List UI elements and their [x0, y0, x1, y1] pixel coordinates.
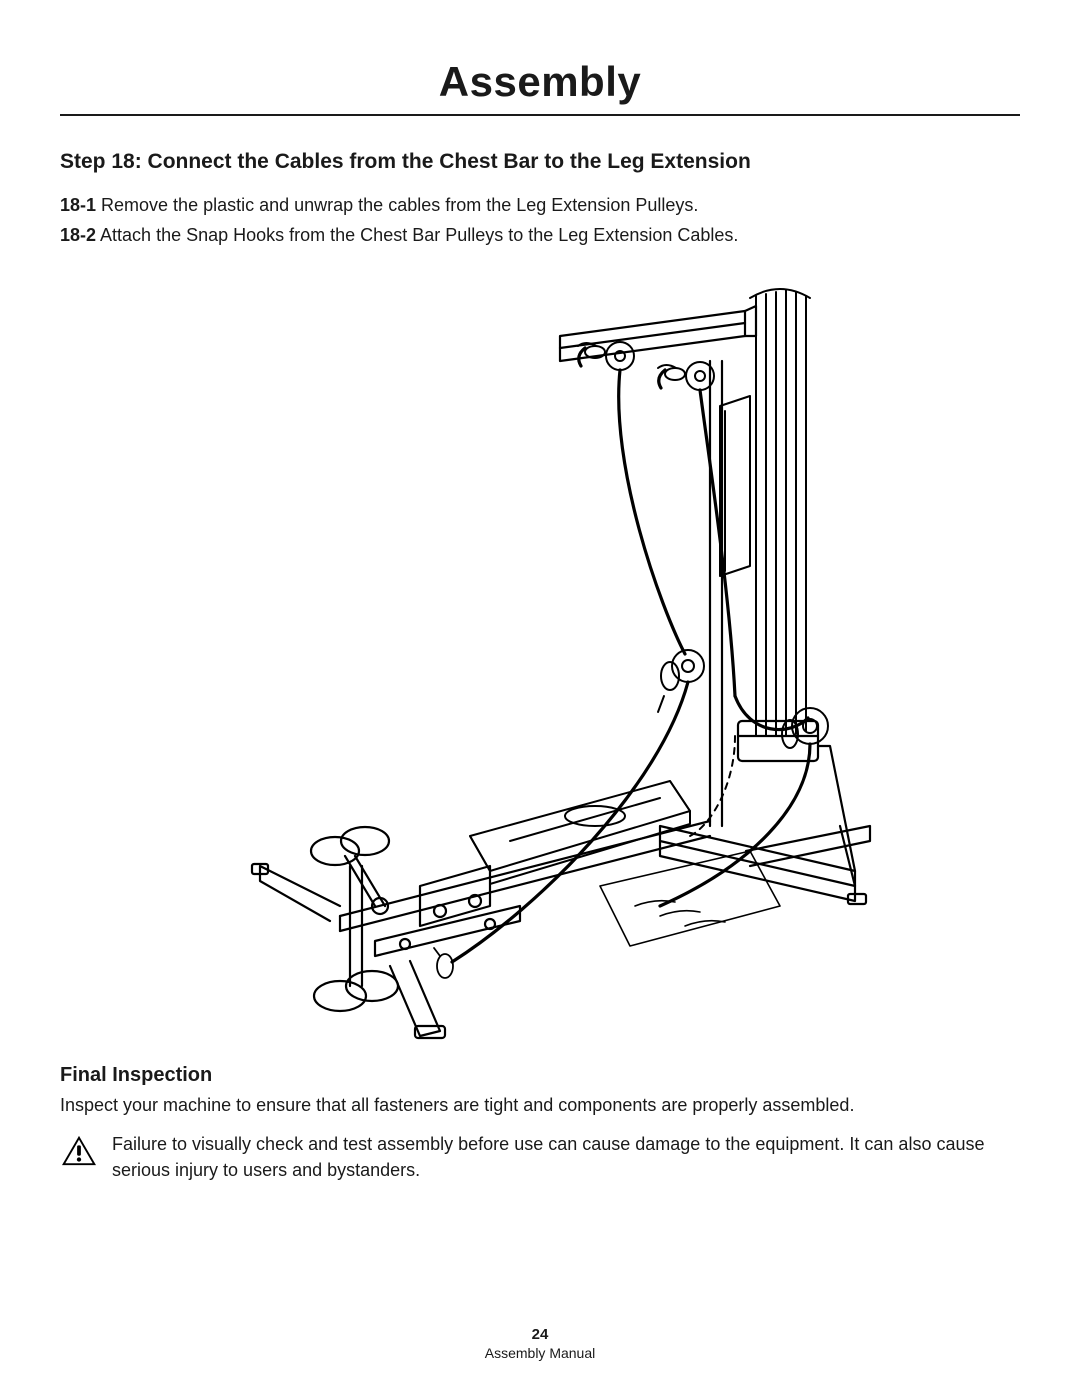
footer-label: Assembly Manual [0, 1345, 1080, 1361]
page-footer: 24 Assembly Manual [0, 1326, 1080, 1361]
title-rule [60, 114, 1020, 116]
final-inspection-heading: Final Inspection [60, 1064, 1020, 1087]
machine-illustration [190, 266, 890, 1046]
warning-block: Failure to visually check and test assem… [60, 1132, 1020, 1182]
page-title: Assembly [60, 58, 1020, 114]
warning-text: Failure to visually check and test assem… [112, 1132, 1000, 1182]
step-item-text: Attach the Snap Hooks from the Chest Bar… [96, 225, 738, 245]
step-item-num: 18-1 [60, 195, 96, 215]
page: Assembly Step 18: Connect the Cables fro… [0, 0, 1080, 1397]
warning-icon [60, 1134, 98, 1168]
final-inspection-text: Inspect your machine to ensure that all … [60, 1093, 1020, 1118]
step-item: 18-1 Remove the plastic and unwrap the c… [60, 192, 1020, 218]
step-heading: Step 18: Connect the Cables from the Che… [60, 150, 1020, 174]
step-item: 18-2 Attach the Snap Hooks from the Ches… [60, 222, 1020, 248]
assembly-diagram [60, 266, 1020, 1046]
step-item-num: 18-2 [60, 225, 96, 245]
step-item-text: Remove the plastic and unwrap the cables… [96, 195, 698, 215]
page-number: 24 [0, 1326, 1080, 1343]
